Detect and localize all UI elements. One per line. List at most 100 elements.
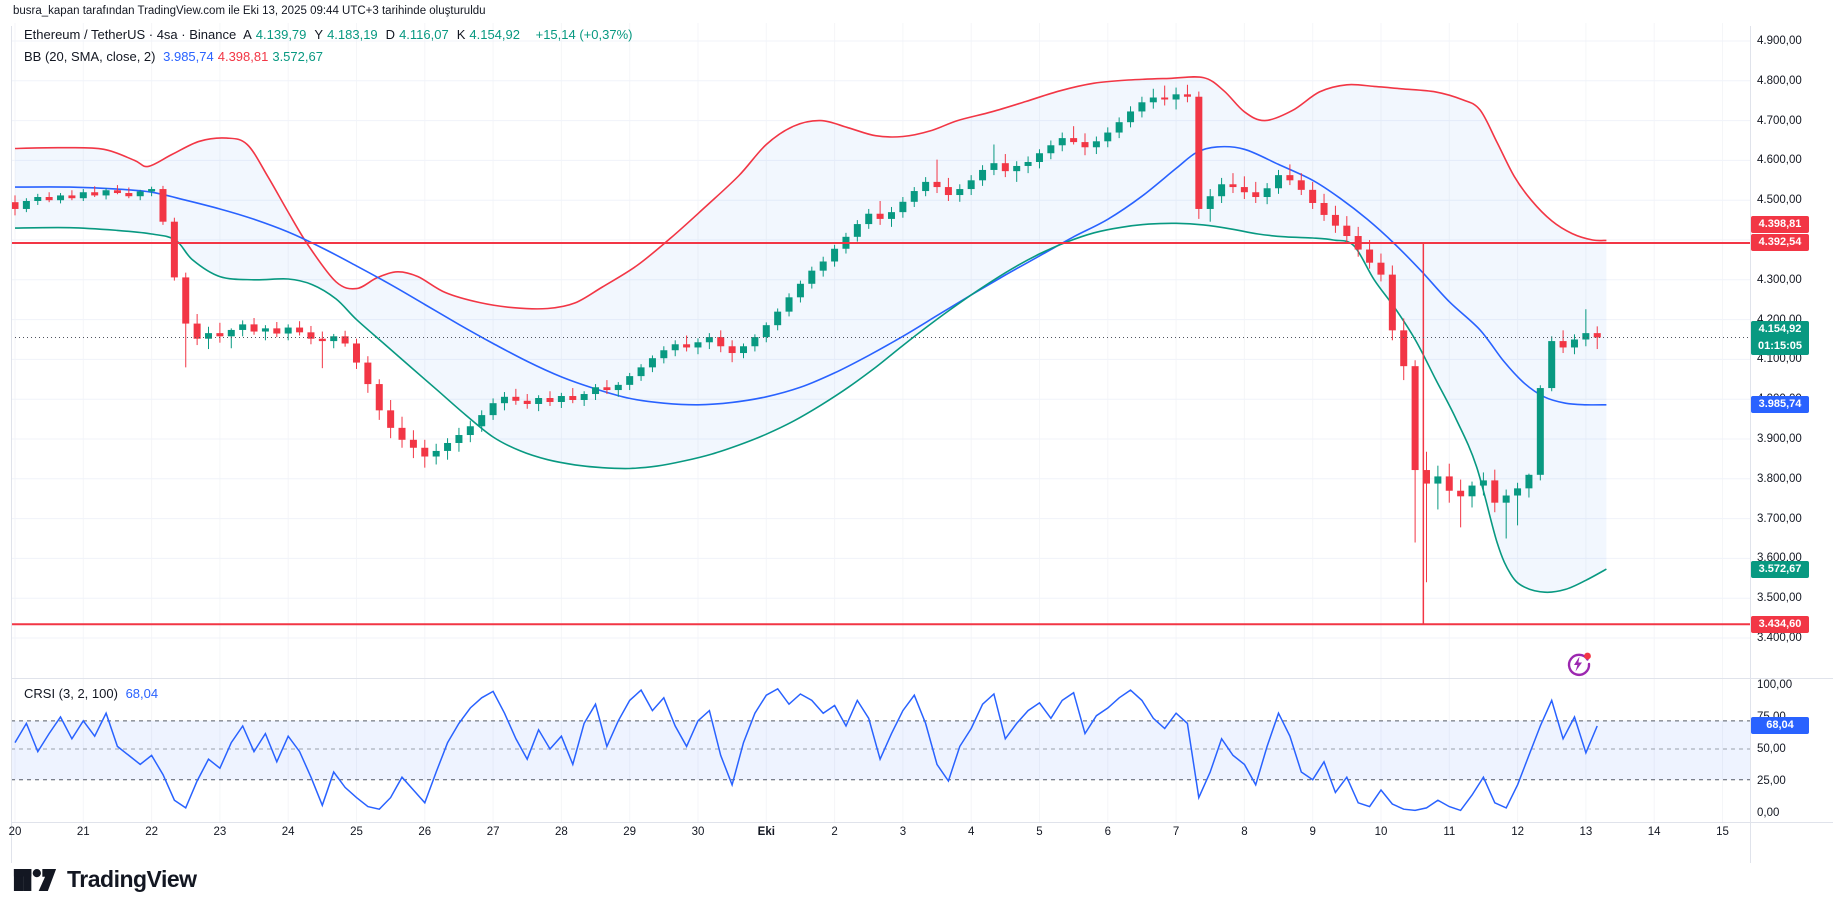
price-axis-label[interactable]: 4.300,00 [1757, 273, 1802, 286]
candle [1445, 476, 1453, 491]
candle [1138, 102, 1146, 112]
time-axis-label[interactable]: Eki [757, 826, 775, 838]
price-badge[interactable]: 3.985,74 [1751, 396, 1809, 414]
attribution-text: busra_kapan tarafından TradingView.com i… [13, 5, 486, 17]
candle [1275, 175, 1283, 189]
price-axis-label[interactable]: 3.700,00 [1757, 512, 1802, 525]
price-axis-label[interactable]: 4.900,00 [1757, 35, 1802, 47]
time-axis-label[interactable]: 13 [1579, 826, 1593, 838]
price-badge[interactable]: 4.398,81 [1751, 216, 1809, 234]
crsi-value-badge[interactable]: 68,04 [1751, 717, 1809, 735]
candle [398, 427, 406, 440]
candle [68, 195, 76, 199]
tradingview-logo[interactable]: TradingView [13, 866, 197, 893]
time-axis-label[interactable]: 20 [8, 826, 22, 838]
time-axis-label[interactable]: 24 [281, 826, 295, 838]
ohlc-values: A 4.139,79 Y 4.183,19 D 4.116,07 K 4.154,92 [243, 27, 528, 42]
candle [500, 396, 508, 404]
ohlc-value: A 4.139,79 [243, 27, 307, 42]
candle [455, 435, 463, 443]
candle [193, 323, 201, 339]
crsi-legend[interactable]: CRSI (3, 2, 100) 68,04 [24, 686, 162, 701]
candle [785, 297, 793, 312]
time-axis-label[interactable]: 2 [831, 826, 838, 838]
symbol-title[interactable]: Ethereum / TetherUS · 4sa · Binance [24, 27, 237, 42]
time-axis-label[interactable]: 6 [1104, 826, 1111, 838]
time-axis-label[interactable]: 10 [1374, 826, 1388, 838]
price-axis-separator [1750, 26, 1751, 863]
candle [979, 169, 987, 181]
candle [740, 346, 748, 354]
time-axis-label[interactable]: 3 [899, 826, 907, 838]
time-axis-label[interactable]: 29 [623, 826, 637, 838]
crsi-axis-label[interactable]: 50,00 [1757, 743, 1786, 755]
crsi-axis-label[interactable]: 0,00 [1757, 807, 1780, 819]
bb-legend[interactable]: BB (20, SMA, close, 2) 3.985,74 4.398,81 3… [24, 49, 331, 64]
candle [1218, 184, 1226, 197]
candle [125, 193, 133, 197]
time-axis-label[interactable]: 22 [145, 826, 158, 838]
candle [1366, 249, 1374, 263]
price-axis-label[interactable]: 4.700,00 [1757, 114, 1802, 127]
last-price-badge[interactable]: 4.154,92 01:15:05 [1751, 320, 1809, 355]
price-axis-label[interactable]: 3.800,00 [1757, 472, 1802, 485]
bb-label[interactable]: BB (20, SMA, close, 2) [24, 49, 156, 64]
time-axis-label[interactable]: 28 [554, 826, 568, 838]
candle [444, 442, 452, 451]
price-axis-label[interactable]: 4.600,00 [1757, 154, 1802, 167]
time-axis-label[interactable]: 21 [76, 826, 90, 838]
candle [899, 201, 907, 213]
price-badge[interactable]: 4.392,54 [1751, 234, 1809, 252]
time-axis-label[interactable]: 4 [967, 826, 975, 838]
candle [421, 447, 429, 457]
price-axis-label[interactable]: 4.800,00 [1757, 74, 1802, 87]
time-axis-label[interactable]: 25 [350, 826, 363, 838]
time-axis-label[interactable]: 23 [213, 826, 227, 838]
crsi-line [14, 687, 1598, 812]
candle [1070, 138, 1078, 143]
time-axis-label[interactable]: 14 [1647, 826, 1661, 838]
price-badge[interactable]: 3.572,67 [1751, 560, 1809, 578]
price-axis-label[interactable]: 4.500,00 [1757, 194, 1802, 207]
price-badge[interactable]: 3.434,60 [1751, 615, 1809, 633]
price-axis-label[interactable]: 3.400,00 [1757, 632, 1802, 644]
time-axis-label[interactable]: 7 [1172, 826, 1180, 838]
candle [922, 181, 930, 192]
time-axis-label[interactable]: 12 [1511, 826, 1524, 838]
tradingview-logo-text: TradingView [67, 866, 197, 892]
time-axis-label[interactable]: 15 [1716, 826, 1729, 838]
candle [1263, 188, 1271, 198]
boost-lightning-icon[interactable] [1564, 650, 1592, 678]
price-axis-label[interactable]: 3.500,00 [1757, 592, 1802, 605]
candle [1024, 161, 1032, 166]
candle [535, 398, 543, 404]
time-axis-label[interactable]: 5 [1036, 826, 1043, 838]
ohlc-value: D 4.116,07 [385, 27, 449, 42]
time-axis-label[interactable]: 30 [691, 826, 705, 838]
candle [683, 344, 691, 348]
candle [637, 367, 645, 377]
time-axis-label[interactable]: 9 [1309, 826, 1316, 838]
candle [910, 191, 918, 202]
crsi-axis-label[interactable]: 100,00 [1757, 679, 1793, 691]
symbol-legend[interactable]: Ethereum / TetherUS · 4sa · Binance A 4.1… [24, 27, 636, 42]
crsi-label[interactable]: CRSI (3, 2, 100) [24, 686, 118, 701]
price-axis-label[interactable]: 3.900,00 [1757, 433, 1802, 445]
pane-separator[interactable] [11, 678, 1833, 679]
time-axis-label[interactable]: 11 [1443, 826, 1456, 838]
widget-left-border [11, 26, 12, 863]
candle [148, 189, 156, 192]
candle [1001, 163, 1009, 172]
time-axis-label[interactable]: 8 [1241, 826, 1248, 838]
candle [1434, 476, 1442, 484]
bb-lower-line [14, 222, 1607, 594]
time-axis-label[interactable]: 27 [486, 826, 500, 838]
candle [808, 270, 816, 284]
crsi-axis-label[interactable]: 25,00 [1757, 775, 1786, 787]
candle [1013, 165, 1021, 172]
countdown-timer: 01:15:05 [1757, 339, 1803, 352]
price-axis-label[interactable]: 4.100,00 [1757, 353, 1802, 366]
time-axis-label[interactable]: 26 [418, 826, 432, 838]
